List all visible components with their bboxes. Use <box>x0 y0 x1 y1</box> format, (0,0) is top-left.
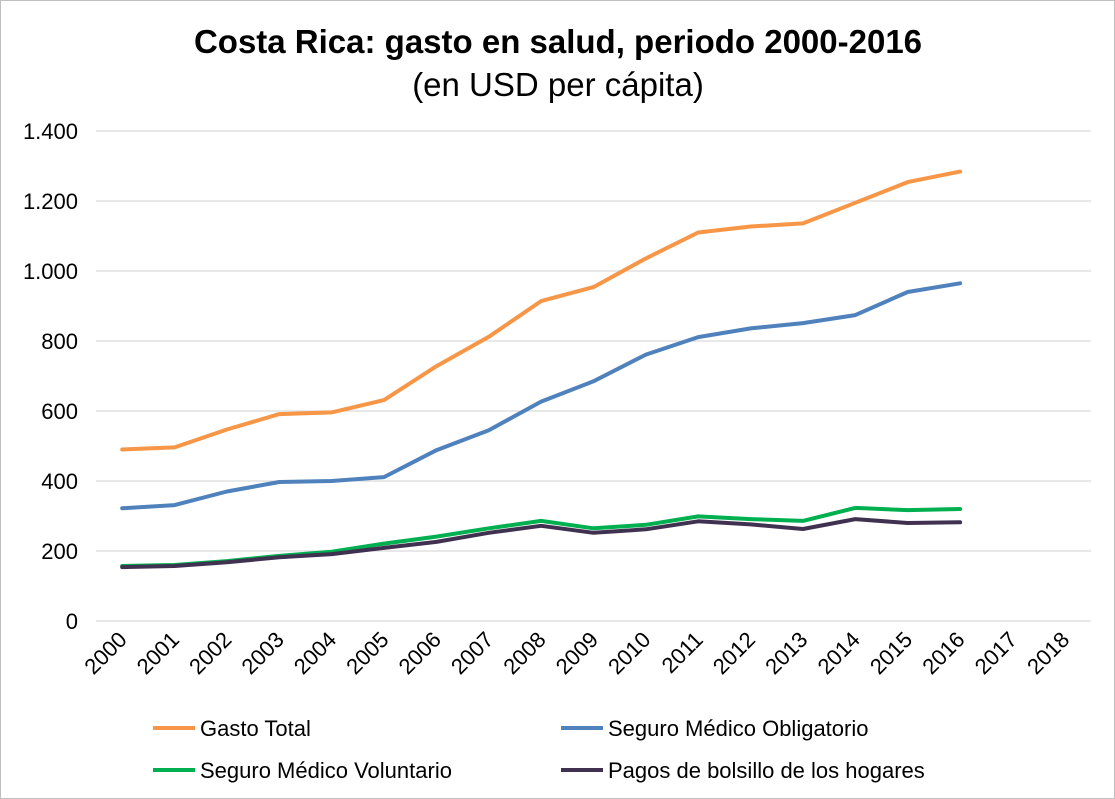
x-tick-label: 2002 <box>184 627 236 679</box>
y-tick-label: 800 <box>41 329 78 354</box>
series-lines <box>120 169 963 570</box>
y-tick-label: 1.200 <box>23 189 78 214</box>
x-tick-label: 2004 <box>289 627 341 679</box>
series-line-pagos-de-bolsillo-de-los-hogares <box>120 517 963 570</box>
chart-subtitle: (en USD per cápita) <box>412 66 704 103</box>
series-line-gasto-total <box>120 169 963 452</box>
series-line-seguro-medico-voluntario <box>120 505 963 568</box>
y-axis-tick-labels: 0 200 400 600 800 1.000 1.200 1.400 <box>23 119 78 634</box>
legend-label-seguro-medico-obligatorio: Seguro Médico Obligatorio <box>608 716 868 741</box>
x-tick-label: 2011 <box>657 627 708 678</box>
x-axis-tick-labels: 2000 2001 2002 2003 2004 2005 2006 2007 2008 2009… <box>79 627 1074 679</box>
x-tick-label: 2016 <box>917 627 969 679</box>
y-tick-label: 200 <box>41 539 78 564</box>
x-tick-label: 2009 <box>551 627 603 679</box>
x-tick-label: 2012 <box>708 627 760 679</box>
y-tick-label: 1.400 <box>23 119 78 144</box>
x-tick-label: 2018 <box>1022 627 1074 679</box>
series-line-seguro-medico-obligatorio <box>120 281 963 511</box>
y-tick-label: 400 <box>41 469 78 494</box>
legend-label-pagos-de-bolsillo-de-los-hogares: Pagos de bolsillo de los hogares <box>608 758 925 783</box>
x-tick-label: 2010 <box>603 627 655 679</box>
y-tick-label: 0 <box>66 609 78 634</box>
x-tick-label: 2017 <box>970 627 1022 679</box>
x-tick-label: 2001 <box>132 627 184 679</box>
x-tick-label: 2003 <box>237 627 289 679</box>
x-tick-label: 2008 <box>498 627 550 679</box>
x-tick-label: 2015 <box>865 627 917 679</box>
chart-title: Costa Rica: gasto en salud, periodo 2000… <box>194 23 922 60</box>
legend: Gasto Total Seguro Médico Obligatorio Segu… <box>153 716 925 783</box>
x-tick-label: 2013 <box>760 627 812 679</box>
x-tick-label: 2014 <box>813 627 865 679</box>
legend-label-gasto-total: Gasto Total <box>200 716 311 741</box>
x-tick-label: 2007 <box>446 627 498 679</box>
y-tick-label: 600 <box>41 399 78 424</box>
x-tick-label: 2006 <box>394 627 446 679</box>
x-tick-label: 2000 <box>79 627 131 679</box>
x-tick-label: 2005 <box>341 627 393 679</box>
gridlines <box>96 130 1091 622</box>
y-tick-label: 1.000 <box>23 259 78 284</box>
legend-label-seguro-medico-voluntario: Seguro Médico Voluntario <box>200 758 452 783</box>
